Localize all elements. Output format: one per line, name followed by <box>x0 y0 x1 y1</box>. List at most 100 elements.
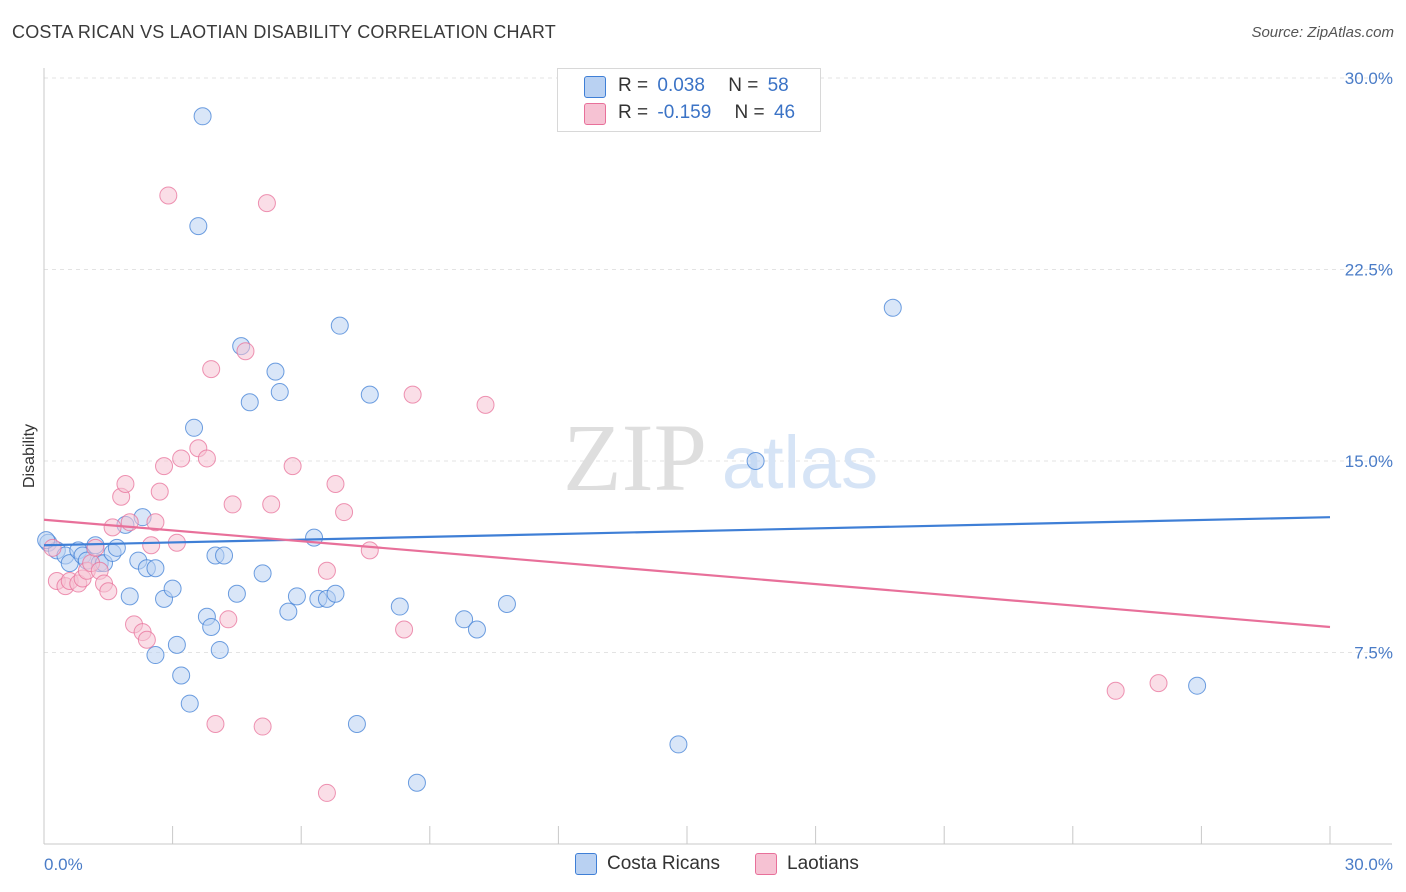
watermark-zip: ZIP <box>563 404 707 511</box>
legend-swatch-pink <box>755 853 777 875</box>
point-laotians <box>159 186 178 205</box>
trend-lines <box>43 516 1331 629</box>
legend-r-value: -0.159 <box>657 102 712 123</box>
source-label: Source: ZipAtlas.com <box>1251 24 1394 41</box>
x-tick-label: 0.0% <box>44 855 83 874</box>
point-costa-ricans <box>146 559 165 578</box>
series-laotians <box>43 186 1168 802</box>
point-costa-ricans <box>185 418 204 437</box>
point-laotians <box>172 449 191 468</box>
watermark-atlas: atlas <box>722 421 878 504</box>
point-costa-ricans <box>210 640 229 659</box>
y-axis-title: Disability <box>21 424 38 488</box>
legend-swatch-blue <box>575 853 597 875</box>
point-laotians <box>103 518 122 537</box>
point-costa-ricans <box>497 594 516 613</box>
axes <box>43 68 1392 845</box>
legend-label-costa-ricans: Costa Ricans <box>607 853 720 874</box>
point-laotians <box>317 783 336 802</box>
legend-n-label: N = <box>728 75 759 96</box>
point-laotians <box>223 495 242 514</box>
legend-n-label: N = <box>734 102 765 123</box>
legend-swatch-pink <box>584 103 606 125</box>
point-costa-ricans <box>202 617 221 636</box>
y-tick-label: 30.0% <box>1345 69 1393 88</box>
legend-r-label: R = <box>618 75 649 96</box>
y-tick-label: 7.5% <box>1354 644 1393 663</box>
point-laotians <box>155 457 174 476</box>
point-costa-ricans <box>326 584 345 603</box>
point-costa-ricans <box>669 735 688 754</box>
point-laotians <box>262 495 281 514</box>
point-costa-ricans <box>167 635 186 654</box>
legend-r-label: R = <box>618 102 649 123</box>
point-costa-ricans <box>253 564 272 583</box>
point-laotians <box>86 538 105 557</box>
point-laotians <box>142 536 161 555</box>
point-laotians <box>395 620 414 639</box>
point-laotians <box>403 385 422 404</box>
point-costa-ricans <box>227 584 246 603</box>
point-costa-ricans <box>746 452 765 470</box>
y-tick-label: 15.0% <box>1345 452 1393 471</box>
point-laotians <box>360 541 379 560</box>
point-costa-ricans <box>215 546 234 565</box>
point-laotians <box>116 474 135 493</box>
point-laotians <box>206 714 225 733</box>
point-costa-ricans <box>270 383 289 402</box>
point-laotians <box>137 630 156 649</box>
trendline-costa-ricans <box>43 516 1331 547</box>
chart-title: COSTA RICAN VS LAOTIAN DISABILITY CORREL… <box>12 22 556 42</box>
correlation-legend: R = 0.038 N = 58 R = -0.159 N = 46 <box>557 68 821 132</box>
point-laotians <box>257 194 276 213</box>
point-laotians <box>326 474 345 493</box>
point-laotians <box>317 561 336 580</box>
point-laotians <box>43 538 62 557</box>
point-costa-ricans <box>407 773 426 792</box>
point-costa-ricans <box>390 597 409 616</box>
point-laotians <box>146 513 165 532</box>
legend-n-value: 58 <box>767 75 789 96</box>
legend-label-laotians: Laotians <box>787 853 859 874</box>
point-costa-ricans <box>240 393 259 412</box>
point-costa-ricans <box>279 602 298 621</box>
point-costa-ricans <box>455 610 474 629</box>
point-laotians <box>99 582 118 601</box>
point-costa-ricans <box>180 694 199 713</box>
point-laotians <box>197 449 216 468</box>
point-costa-ricans <box>107 538 126 557</box>
tick-labels: 7.5% 15.0% 22.5% 30.0% 0.0% 30.0% <box>44 69 1393 874</box>
point-costa-ricans <box>163 579 182 598</box>
legend-r-value: 0.038 <box>657 75 705 96</box>
watermark: ZIP atlas <box>563 404 878 511</box>
point-laotians <box>283 457 302 476</box>
point-laotians <box>150 482 169 501</box>
point-costa-ricans <box>347 714 366 733</box>
point-laotians <box>476 395 495 414</box>
legend-swatch-blue <box>584 76 606 98</box>
point-costa-ricans <box>360 385 379 404</box>
point-laotians <box>202 360 221 379</box>
point-laotians <box>1106 681 1125 700</box>
point-laotians <box>1149 674 1168 693</box>
point-costa-ricans <box>1188 676 1207 695</box>
point-costa-ricans <box>266 362 285 381</box>
x-tick-label: 30.0% <box>1345 855 1393 874</box>
point-costa-ricans <box>330 316 349 335</box>
point-laotians <box>335 503 354 522</box>
point-laotians <box>236 342 255 361</box>
point-costa-ricans <box>467 620 486 639</box>
point-costa-ricans <box>172 666 191 685</box>
trendline-laotians <box>43 518 1331 629</box>
point-laotians <box>219 610 238 629</box>
grid-lines <box>44 77 1392 653</box>
point-laotians <box>253 717 272 736</box>
y-tick-label: 22.5% <box>1345 261 1393 280</box>
point-costa-ricans <box>287 587 306 606</box>
point-costa-ricans <box>120 587 139 606</box>
point-costa-ricans <box>883 298 902 317</box>
point-costa-ricans <box>146 646 165 665</box>
point-costa-ricans <box>193 107 212 126</box>
point-costa-ricans <box>189 217 208 236</box>
